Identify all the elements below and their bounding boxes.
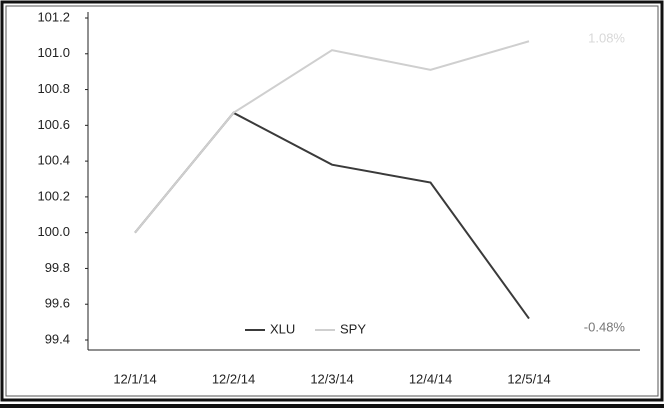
end-annotation: -0.48% bbox=[584, 319, 626, 334]
y-tick-label: 100.6 bbox=[37, 117, 70, 132]
inner-frame bbox=[5, 5, 659, 397]
y-tick-label: 101.2 bbox=[37, 9, 70, 24]
y-tick-label: 100.2 bbox=[37, 188, 70, 203]
x-tick-label: 12/5/14 bbox=[507, 371, 550, 386]
series-line bbox=[134, 40, 530, 234]
x-tick-label: 12/2/14 bbox=[212, 371, 255, 386]
frame bbox=[0, 0, 664, 402]
y-tick-label: 101.0 bbox=[37, 45, 70, 60]
legend-label: SPY bbox=[340, 321, 366, 336]
y-tick-label: 99.6 bbox=[45, 296, 70, 311]
y-tick-label: 100.0 bbox=[37, 224, 70, 239]
bottom-rule bbox=[0, 404, 664, 408]
x-tick-label: 12/4/14 bbox=[409, 371, 452, 386]
end-annotation: 1.08% bbox=[588, 31, 625, 46]
y-tick-label: 100.8 bbox=[37, 81, 70, 96]
y-tick-label: 99.4 bbox=[45, 331, 70, 346]
legend-label: XLU bbox=[270, 321, 295, 336]
y-tick-label: 100.4 bbox=[37, 153, 70, 168]
x-tick-label: 12/1/14 bbox=[113, 371, 156, 386]
x-tick-label: 12/3/14 bbox=[310, 371, 353, 386]
y-tick-label: 99.8 bbox=[45, 260, 70, 275]
